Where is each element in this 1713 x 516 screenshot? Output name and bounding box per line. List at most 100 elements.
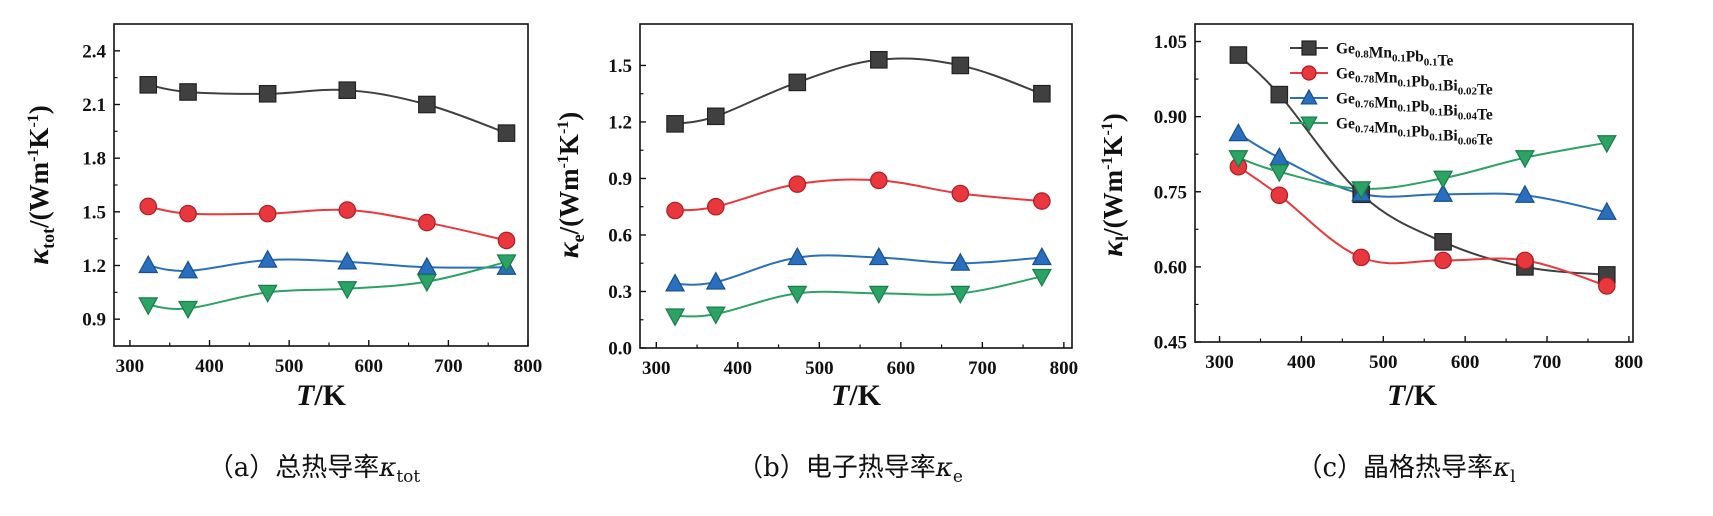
panel-a-y-tick-label: 1.2 [82, 256, 106, 277]
panel-c-data-point [1598, 277, 1616, 295]
panel-c-markers [1228, 46, 1617, 295]
panel-c-x-tick-label: 500 [1369, 352, 1398, 373]
panel-b-markers [665, 50, 1052, 327]
panel-c-data-point [1228, 150, 1249, 169]
panel-b-series-line-1 [674, 57, 1043, 125]
panel-a-data-point [179, 83, 197, 101]
panel-a-caption: （a）总热导率κtot [208, 453, 421, 487]
panel-b-series-line-4 [675, 275, 1043, 318]
panel-c-data-point [1514, 150, 1535, 169]
panel-a-data-point [418, 95, 436, 114]
panel-a-series-line-1 [148, 83, 507, 135]
legend-marker [1300, 88, 1318, 105]
panel-a-x-tick-label: 300 [116, 356, 145, 377]
panel-b-series-line-2 [674, 178, 1042, 212]
panel-a-series-line-3 [148, 258, 507, 272]
panel-c-data-point [1269, 147, 1290, 166]
panel-a-x-tick-label: 800 [514, 356, 543, 377]
panel-a-data-point [258, 84, 277, 103]
panel-c-data-point [1270, 186, 1289, 205]
legend-label: Ge0.78Mn0.1Pb0.1Bi0.02Te [1336, 66, 1493, 99]
panel-a-data-point [337, 281, 358, 300]
panel-c-x-tick-label: 800 [1615, 352, 1644, 373]
panel-b-data-point [665, 308, 686, 327]
panel-b-x-axis-label: T/K [831, 379, 882, 412]
panel-c-data-point [1269, 164, 1290, 183]
panel-c-data-point [1433, 183, 1454, 202]
panel-b-data-point [787, 246, 808, 266]
panel-b-x-tick-label: 700 [968, 358, 997, 379]
panel-b-x-tick-label: 500 [805, 358, 834, 379]
panel-b-x-tick-label: 300 [642, 358, 671, 379]
panel-c-x-tick-label: 400 [1287, 352, 1316, 373]
panel-b-y-axis-label: κe/(Wm-1K-1) [552, 112, 588, 259]
panel-a-data-point [139, 76, 158, 94]
panel-a-data-point [178, 300, 199, 320]
panel-b-data-point [705, 306, 726, 325]
panel-a-ticks: 300 400 500 600 700 800 0.9 1.2 1.5 1.8 2.1 2.4 [82, 41, 542, 377]
panel-b-data-point [666, 115, 684, 133]
panel-b-x-tick-label: 800 [1050, 358, 1079, 379]
panel-b-data-point [1031, 268, 1052, 288]
panel-c-data-point [1514, 184, 1535, 203]
panel-b-data-point [707, 197, 725, 216]
panel-a-data-point [497, 124, 516, 142]
panel-b-lines [674, 57, 1043, 318]
panel-b-y-tick-label: 0.9 [608, 169, 632, 190]
panel-c-y-tick-label: 0.75 [1154, 182, 1187, 203]
panel-b-x-tick-label: 400 [724, 358, 753, 379]
panel-a-series-line-2 [148, 205, 507, 242]
panel-b-data-point [707, 107, 725, 126]
panel-b-caption: （b）电子热导率κe [737, 453, 963, 487]
panel-a-data-point [418, 213, 436, 232]
panel-a-y-tick-label: 1.8 [82, 149, 106, 170]
panel-a-data-point [496, 254, 517, 273]
panel-b-data-point [950, 285, 971, 305]
panel-c-data-point [1596, 201, 1617, 220]
panel-c-legend: Ge0.8Mn0.1Pb0.1TeGe0.78Mn0.1Pb0.1Bi0.02T… [1290, 40, 1493, 149]
panel-b-y-tick-label: 1.2 [608, 112, 632, 133]
panel-a-x-tick-label: 700 [434, 356, 463, 377]
panel-c-data-point [1433, 170, 1454, 189]
panel-a-data-point [178, 260, 199, 279]
panel-a-x-tick-label: 600 [355, 356, 384, 377]
legend-label: Ge0.8Mn0.1Pb0.1Te [1336, 41, 1453, 70]
panel-a-data-point [338, 201, 357, 219]
panel-a: 300 400 500 600 700 800 0.9 1.2 1.5 1.8 2.1 2.4 T/K… [22, 23, 542, 487]
panel-b-y-tick-label: 0.0 [608, 339, 632, 360]
panel-b-data-point [868, 285, 889, 305]
panel-c-ticks: 300 400 500 600 700 800 0.45 0.60 0.75 0.90 1.05 [1154, 32, 1643, 373]
panel-c-data-point [1228, 122, 1249, 142]
panel-a-y-tick-label: 0.9 [82, 310, 106, 331]
panel-c-series-line-2 [1237, 165, 1608, 287]
legend-marker [1301, 40, 1317, 56]
panel-c-x-tick-label: 300 [1205, 352, 1234, 373]
panel-a-data-point [257, 284, 278, 304]
panel-a-data-point [138, 297, 159, 316]
panel-b-data-point [1033, 192, 1051, 210]
panel-a-x-tick-label: 400 [195, 356, 224, 377]
panel-c-plot-frame [1194, 23, 1634, 343]
panel-a-data-point [338, 81, 357, 99]
panel-c-y-tick-label: 0.45 [1154, 333, 1187, 354]
panel-b-data-point [951, 184, 970, 203]
legend-marker [1300, 116, 1318, 133]
legend-label: Ge0.76Mn0.1Pb0.1Bi0.04Te [1336, 91, 1493, 124]
panel-c-y-tick-label: 1.05 [1154, 32, 1187, 53]
panel-a-lines [148, 83, 507, 310]
panel-c-data-point [1434, 233, 1452, 251]
panel-a-y-tick-label: 1.5 [82, 202, 106, 223]
panel-a-y-axis-label: κtot/(Wm-1K-1) [22, 105, 58, 265]
panel-b-data-point [868, 246, 889, 266]
panel-b-plot-frame [639, 23, 1073, 349]
panel-b-data-point [666, 201, 684, 220]
panel-a-data-point [337, 251, 358, 270]
panel-a-x-tick-label: 500 [275, 356, 304, 377]
panel-b-data-point [665, 273, 686, 292]
panel-b-data-point [951, 56, 970, 75]
panel-c-y-tick-label: 0.90 [1154, 107, 1187, 128]
panel-c-data-point [1352, 248, 1370, 267]
panel-b-series-line-3 [675, 254, 1042, 286]
panel-a-data-point [138, 254, 159, 274]
